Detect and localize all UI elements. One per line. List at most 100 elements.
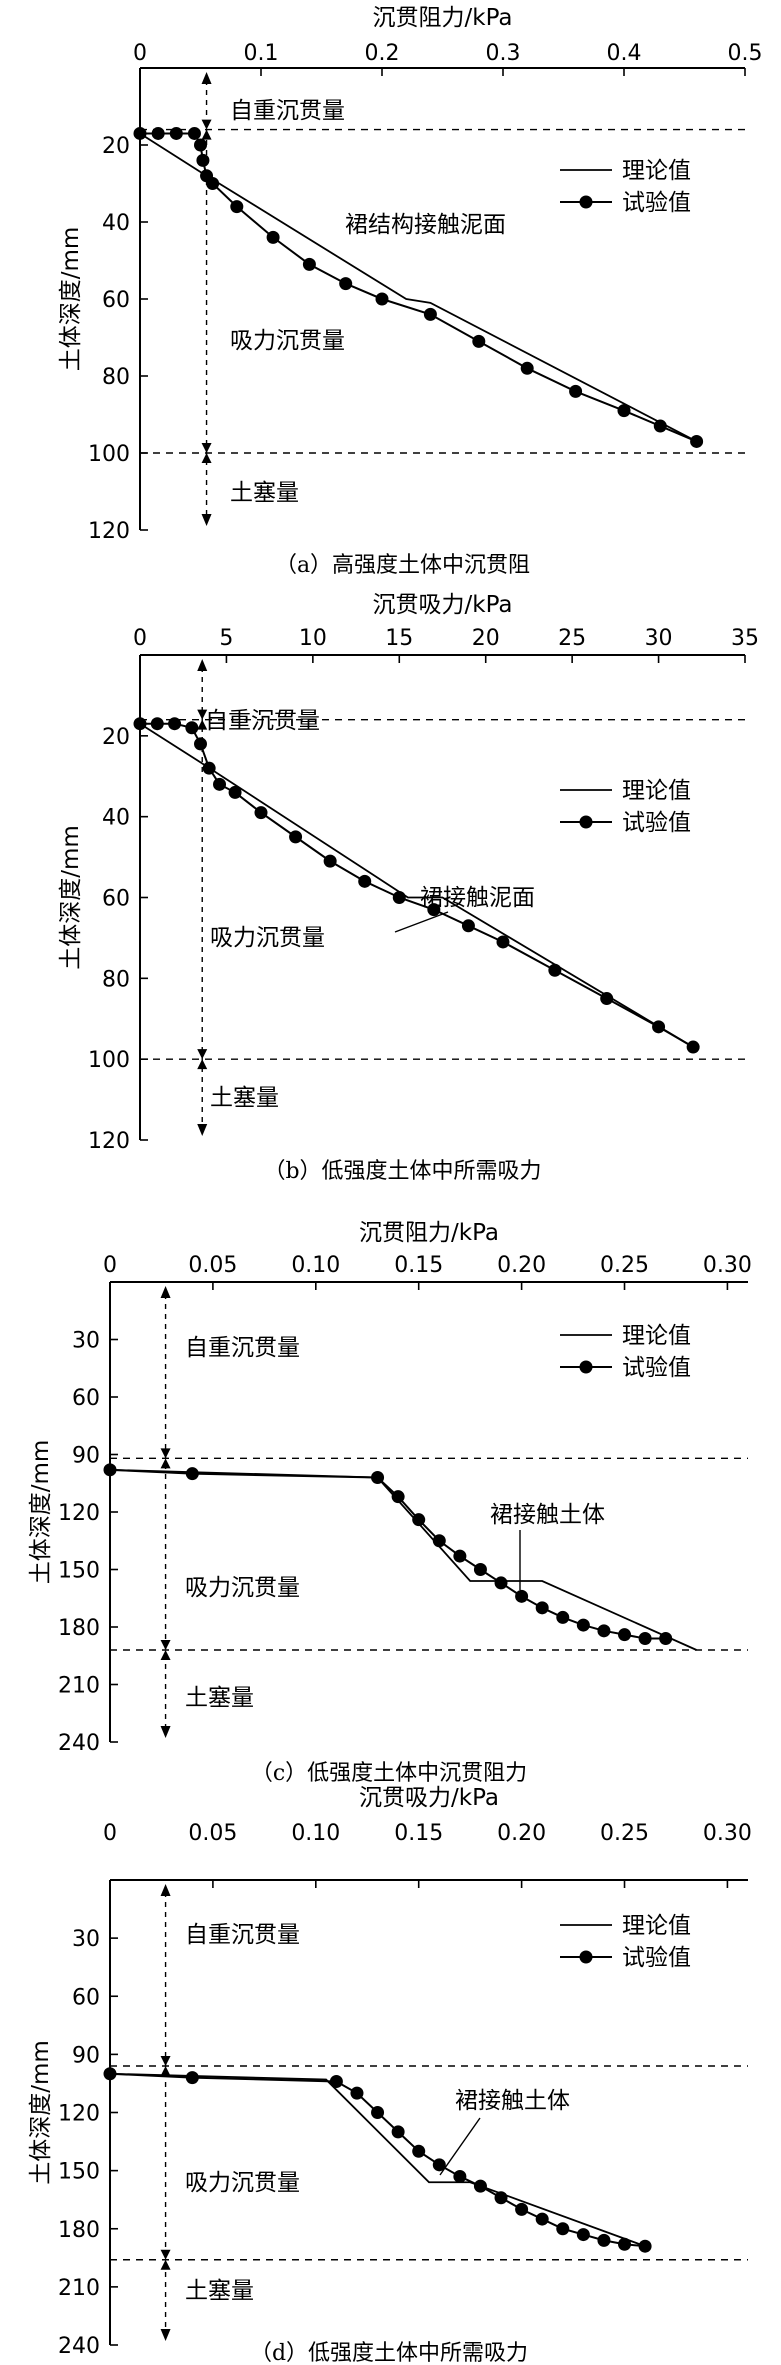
test-data-point: [329, 2075, 343, 2088]
y-tick-label: 100: [88, 442, 130, 467]
test-data-point: [535, 2212, 549, 2226]
test-series-line: [140, 132, 697, 443]
test-data-point: [196, 153, 210, 167]
subplot-caption: （b）低强度土体中所需吸力: [263, 1159, 541, 1184]
test-data-point: [187, 126, 201, 140]
y-tick-label: 120: [88, 1129, 130, 1154]
x-tick-label: 0.25: [600, 1253, 649, 1278]
legend-test-marker: [579, 1950, 593, 1964]
contact-annotation: 裙接触土体: [490, 1502, 605, 1528]
test-data-point: [302, 257, 316, 271]
y-axis-title: 土体深度/mm: [58, 227, 84, 372]
x-axis-title: 沉贯阻力/kPa: [373, 5, 513, 31]
subplot-caption: （c）低强度土体中沉贯阻力: [251, 1761, 527, 1786]
annotation-pointer: [439, 2117, 481, 2176]
test-data-point: [638, 1632, 652, 1645]
test-data-point: [185, 1467, 199, 1481]
test-data-point: [133, 717, 147, 731]
zone-label: 自重沉贯量: [185, 1922, 300, 1948]
test-data-point: [461, 919, 475, 933]
zone-label: 土塞量: [185, 1685, 254, 1711]
zone-label: 吸力沉贯量: [185, 2170, 300, 2196]
x-tick-label: 0.15: [394, 1253, 443, 1278]
test-data-point: [453, 2169, 467, 2183]
x-axis-title: 沉贯吸力/kPa: [359, 1785, 499, 1811]
y-tick-label: 60: [102, 288, 130, 313]
arrow-up-icon: [197, 659, 208, 671]
test-data-point: [289, 830, 303, 844]
x-tick-label: 20: [472, 626, 500, 651]
test-data-point: [515, 1589, 529, 1603]
test-data-point: [618, 1628, 632, 1642]
legend-theory-label: 理论值: [622, 1323, 691, 1349]
arrow-up-icon: [160, 1650, 171, 1660]
legend-test-label: 试验值: [622, 810, 691, 836]
zone-label: 吸力沉贯量: [230, 328, 345, 354]
x-axis-title: 沉贯吸力/kPa: [373, 592, 513, 618]
x-tick-label: 25: [558, 626, 586, 651]
arrow-up-icon: [160, 1286, 171, 1298]
test-data-point: [556, 2222, 570, 2236]
test-data-point: [597, 1624, 611, 1638]
test-data-point: [391, 1490, 405, 1504]
x-tick-label: 15: [385, 626, 413, 651]
test-data-point: [453, 1549, 467, 1563]
arrow-down-icon: [201, 119, 212, 130]
x-axis-title: 沉贯阻力/kPa: [359, 1220, 499, 1246]
legend-test-marker: [579, 815, 593, 829]
test-data-point: [194, 138, 207, 152]
x-tick-label: 0: [103, 1253, 117, 1278]
test-data-point: [473, 1563, 487, 1576]
x-tick-label: 0.1: [244, 41, 279, 66]
y-tick-label: 210: [58, 1674, 100, 1699]
contact-annotation: 裙接触土体: [455, 2088, 570, 2114]
arrow-up-icon: [197, 719, 208, 730]
test-data-point: [150, 717, 164, 731]
subplot-c: 0 0.05 0.10 0.15 0.20 0.25 0.30 30 60 90 120 150 180…: [28, 1220, 752, 1786]
test-data-point: [371, 2106, 385, 2119]
test-data-point: [494, 1576, 508, 1590]
test-data-point: [617, 404, 631, 418]
test-data-point: [556, 1610, 570, 1624]
test-data-point: [228, 785, 242, 799]
x-tick-label: 0.10: [291, 1821, 340, 1846]
y-tick-label: 100: [88, 1048, 130, 1073]
arrow-up-icon: [160, 2259, 171, 2270]
test-data-point: [103, 2067, 117, 2081]
test-data-point: [151, 126, 165, 140]
x-tick-label: 0.20: [497, 1253, 546, 1278]
x-tick-label: 0: [133, 41, 147, 66]
test-data-point: [432, 1534, 446, 1548]
arrow-down-icon: [197, 1124, 208, 1136]
arrow-down-icon: [160, 1726, 171, 1738]
test-data-point: [194, 737, 207, 751]
test-data-point: [432, 2158, 446, 2172]
zone-label: 自重沉贯量: [230, 98, 345, 124]
test-data-point: [266, 230, 280, 244]
test-data-point: [569, 384, 583, 398]
arrow-down-icon: [197, 1049, 208, 1060]
y-tick-label: 40: [102, 806, 130, 831]
test-data-point: [472, 334, 486, 348]
x-tick-label: 35: [731, 626, 759, 651]
y-tick-label: 30: [72, 1927, 100, 1952]
y-tick-label: 90: [72, 1444, 100, 1469]
test-data-point: [496, 935, 510, 949]
zone-label: 土塞量: [230, 480, 299, 506]
test-data-point: [350, 2086, 364, 2100]
arrow-up-icon: [160, 1458, 171, 1469]
subplot-a: 0 0.1 0.2 0.3 0.4 0.5 20 40 60 80 100 120 沉贯阻力/kPa 土体…: [58, 5, 763, 578]
y-tick-label: 40: [102, 211, 130, 236]
legend-test-marker: [579, 1360, 593, 1374]
test-data-point: [168, 717, 182, 731]
zone-label: 吸力沉贯量: [185, 1575, 300, 1601]
y-axis-title: 土体深度/mm: [58, 825, 84, 970]
arrow-down-icon: [160, 1448, 171, 1459]
test-data-point: [133, 126, 147, 140]
test-data-point: [206, 177, 220, 190]
x-tick-label: 0: [103, 1821, 117, 1846]
arrow-up-icon: [201, 453, 212, 463]
y-tick-label: 150: [58, 1559, 100, 1584]
subplot-b: 0 5 10 15 20 25 30 35 20 40 60 80 100 120 沉贯吸力/kPa 土体深度…: [58, 592, 759, 1184]
legend-theory-label: 理论值: [622, 158, 691, 184]
